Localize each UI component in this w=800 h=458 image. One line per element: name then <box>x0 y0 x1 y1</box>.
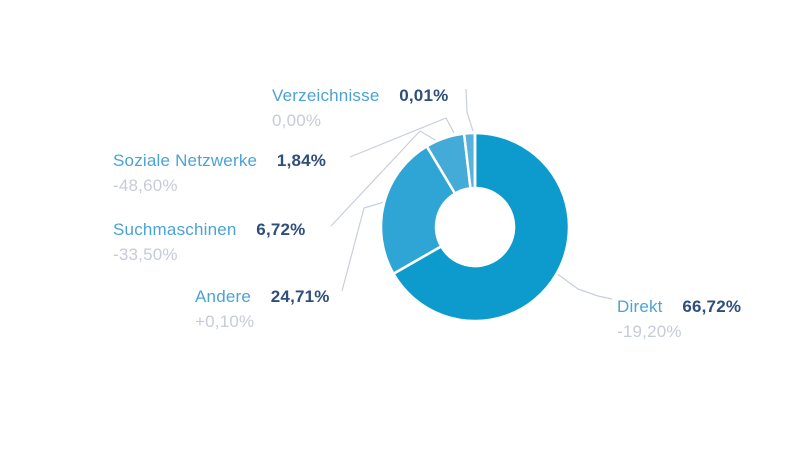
connector-direkt <box>555 272 613 300</box>
slice-name-verzeichnisse: Verzeichnisse <box>272 86 380 105</box>
pie-slice-direkt[interactable] <box>392 131 571 323</box>
donut-slices <box>379 131 571 323</box>
slice-label-row: Soziale Netzwerke 1,84% <box>113 150 326 172</box>
slice-label-row: Andere 24,71% <box>195 286 330 308</box>
connector-andere <box>341 201 385 292</box>
connector-soziale-netzwerke <box>349 117 455 158</box>
slice-name-suchmaschinen: Suchmaschinen <box>113 220 237 239</box>
slice-value-soziale-netzwerke: 1,84% <box>276 151 327 170</box>
slice-label-soziale-netzwerke: Soziale Netzwerke 1,84% -48,60% <box>113 150 326 197</box>
slice-change-direkt: -19,20% <box>617 322 682 341</box>
slice-name-direkt: Direkt <box>617 297 663 316</box>
slice-label-andere: Andere 24,71% +0,10% <box>195 286 330 333</box>
slice-change-soziale-netzwerke: -48,60% <box>113 176 178 195</box>
slice-label-direkt: Direkt 66,72% -19,20% <box>617 296 741 343</box>
slice-change-verzeichnisse: 0,00% <box>272 111 322 130</box>
connector-suchmaschinen <box>330 130 438 227</box>
slice-label-suchmaschinen: Suchmaschinen 6,72% -33,50% <box>113 219 306 266</box>
slice-label-row: Verzeichnisse 0,01% <box>272 85 448 107</box>
slice-value-andere: 24,71% <box>270 287 330 306</box>
slice-value-direkt: 66,72% <box>682 297 742 316</box>
slice-label-row: Direkt 66,72% <box>617 296 741 318</box>
slice-change-andere: +0,10% <box>195 312 255 331</box>
slice-value-verzeichnisse: 0,01% <box>399 86 449 105</box>
pie-slice-andere[interactable] <box>379 145 457 275</box>
slice-name-soziale-netzwerke: Soziale Netzwerke <box>113 151 258 170</box>
slice-label-verzeichnisse: Verzeichnisse 0,01% 0,00% <box>272 85 448 132</box>
slice-change-suchmaschinen: -33,50% <box>113 245 178 264</box>
slice-name-andere: Andere <box>195 287 252 306</box>
connector-verzeichnisse <box>465 88 474 132</box>
slice-label-row: Suchmaschinen 6,72% <box>113 219 306 241</box>
slice-value-suchmaschinen: 6,72% <box>256 220 306 239</box>
